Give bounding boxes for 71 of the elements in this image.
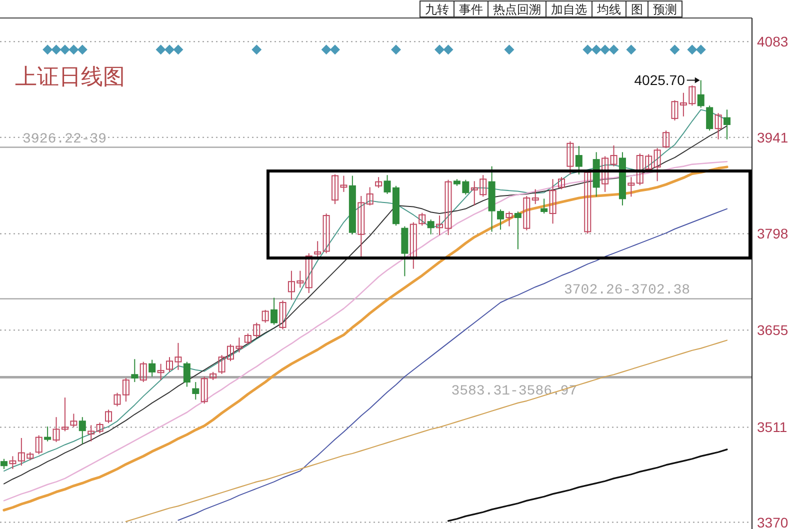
candlestick xyxy=(523,195,530,231)
candlestick xyxy=(105,409,112,424)
candlestick xyxy=(148,359,156,378)
band-label: 3702.26-3702.38 xyxy=(564,282,690,298)
y-tick-label: 3798 xyxy=(757,226,788,242)
line-series xyxy=(125,340,728,522)
y-tick-label: 3941 xyxy=(757,129,788,146)
candlestick xyxy=(654,148,661,182)
candlestick xyxy=(549,178,556,224)
candlestick xyxy=(628,176,635,198)
candlestick xyxy=(540,198,548,214)
candlestick xyxy=(35,434,42,455)
candlestick xyxy=(140,361,147,383)
candlestick xyxy=(9,456,16,470)
candlestick xyxy=(575,146,582,175)
candlestick xyxy=(314,240,322,258)
text: 加自选 xyxy=(551,2,587,16)
text: 事件 xyxy=(459,2,483,16)
candlestick xyxy=(262,309,269,324)
annotation: 4025.70 xyxy=(634,72,686,88)
candlestick xyxy=(410,222,417,270)
text: 预测 xyxy=(653,2,677,16)
line-series xyxy=(178,208,728,521)
candlestick xyxy=(532,188,539,205)
candlestick xyxy=(671,100,678,121)
y-tick-label: 3511 xyxy=(757,419,788,436)
candlestick xyxy=(122,377,130,402)
candlestick xyxy=(375,176,382,188)
candlestick xyxy=(714,112,722,140)
text: 九转 xyxy=(425,2,449,16)
candlestick xyxy=(566,140,574,175)
text: 均线 xyxy=(596,2,621,16)
candlestick xyxy=(131,358,138,383)
candlestick xyxy=(305,252,312,294)
candlestick xyxy=(514,210,522,250)
candlestick xyxy=(192,382,200,400)
candlestick xyxy=(270,297,278,326)
candlestick xyxy=(418,212,426,226)
candlestick xyxy=(114,392,121,407)
candlestick xyxy=(96,422,104,434)
candlestick xyxy=(427,219,434,235)
candlestick xyxy=(602,156,609,192)
candlestick xyxy=(358,195,365,258)
candlestick xyxy=(444,179,452,236)
candlestick xyxy=(279,300,286,330)
candlestick xyxy=(44,426,52,442)
y-tick-label: 3655 xyxy=(757,322,788,338)
y-tick-label: 3370 xyxy=(757,514,788,529)
candlestick xyxy=(78,416,86,445)
text: 图 xyxy=(631,2,643,16)
candlestick xyxy=(506,210,513,227)
candlestick xyxy=(70,413,78,428)
candlestick xyxy=(584,170,592,234)
candlestick xyxy=(366,186,374,206)
candlestick xyxy=(157,363,164,381)
candlestick xyxy=(697,80,704,108)
candlestick xyxy=(183,361,190,388)
text: 上证日线图 xyxy=(15,64,125,89)
ref-line-label: 3926.22-39 xyxy=(22,131,107,148)
candlestick xyxy=(706,105,714,132)
candlestick xyxy=(724,109,730,140)
candlestick xyxy=(88,424,95,442)
candlestick xyxy=(662,130,670,149)
candlestick xyxy=(610,144,618,167)
y-tick-label: 4083 xyxy=(757,34,788,50)
candlestick xyxy=(322,213,330,254)
candlestick xyxy=(558,176,565,190)
text: 热点回溯 xyxy=(493,2,541,16)
line-series xyxy=(447,448,728,522)
candlestick xyxy=(436,215,444,236)
candlestick xyxy=(0,458,8,470)
